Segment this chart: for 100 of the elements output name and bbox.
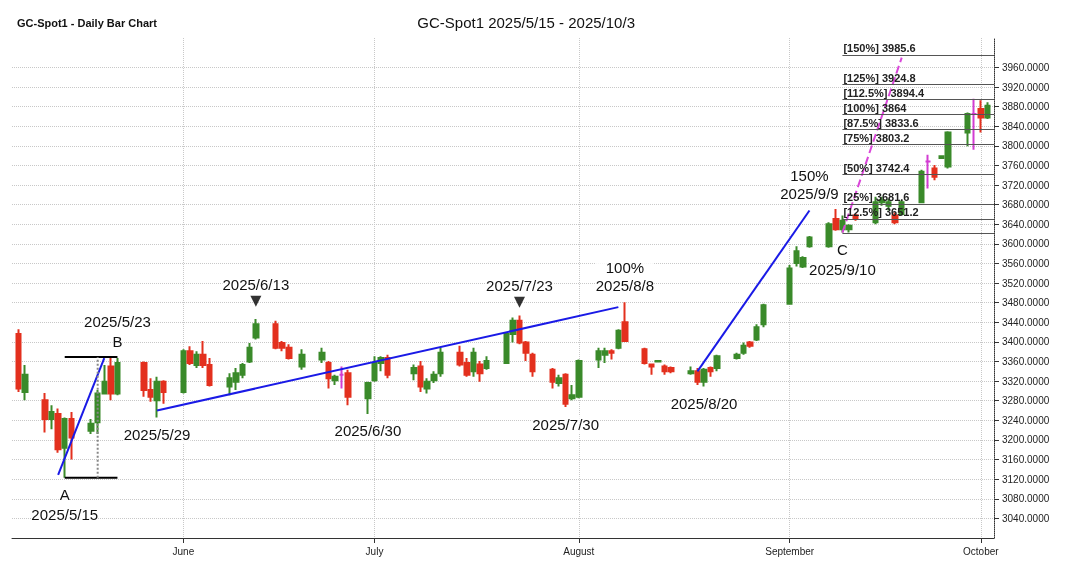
candlestick xyxy=(977,99,985,134)
annotation: B xyxy=(112,332,123,350)
candlestick xyxy=(562,372,569,409)
y-tick-label: 3480.0000 xyxy=(1002,297,1050,309)
ref-line-label: [112.5%] 3894.4 xyxy=(843,87,926,100)
candlestick xyxy=(430,370,438,385)
ref-line-label: [125%] 3924.8 xyxy=(843,72,916,85)
y-tick-label: 3760.0000 xyxy=(1002,159,1050,171)
candlestick xyxy=(437,346,444,378)
annotation: 2025/5/15 xyxy=(31,506,99,524)
x-tick-label: October xyxy=(963,545,1000,557)
annotation: 2025/9/10 xyxy=(809,261,876,279)
candlestick xyxy=(654,359,662,364)
y-tick-label: 3840.0000 xyxy=(1002,120,1050,132)
annotation: 2025/5/23 xyxy=(84,312,151,330)
annotation: 2025/7/30 xyxy=(532,415,599,433)
chart-title: GC-Spot1 - Daily Bar Chart xyxy=(17,16,158,29)
y-tick-label: 3960.0000 xyxy=(1002,61,1050,73)
candlestick xyxy=(298,348,306,371)
ref-line-label: [25%] 3681.6 xyxy=(843,191,910,204)
ref-line-label: [100%] 3864 xyxy=(843,101,908,114)
chart-subtitle: GC-Spot1 2025/5/15 - 2025/10/3 xyxy=(417,14,635,31)
candlestick xyxy=(694,366,701,387)
y-tick-label: 3520.0000 xyxy=(1002,277,1050,289)
candlestick xyxy=(687,365,695,376)
x-tick-label: September xyxy=(765,545,815,557)
candlestick xyxy=(61,416,68,479)
candlestick xyxy=(753,323,760,342)
candlestick xyxy=(529,351,536,378)
annotation: 2025/5/29 xyxy=(123,425,191,443)
candlestick xyxy=(740,341,747,356)
candlestick xyxy=(193,350,200,369)
candlestick xyxy=(54,407,62,454)
candlestick xyxy=(549,366,556,390)
annotation: C xyxy=(836,241,848,259)
ref-line-label: [150%] 3985.6 xyxy=(843,42,916,55)
annotation: 150% 2025/9/9 xyxy=(780,167,839,203)
candlestick xyxy=(931,163,938,182)
candlestick xyxy=(621,301,629,342)
candlestick xyxy=(825,221,833,249)
candlestick xyxy=(186,345,194,366)
candlestick xyxy=(246,341,253,364)
candlestick xyxy=(48,404,55,431)
candlestick xyxy=(15,328,22,393)
candlestick xyxy=(252,317,260,341)
y-tick-label: 3720.0000 xyxy=(1002,179,1050,191)
candlestick xyxy=(746,339,754,349)
candlestick xyxy=(153,375,161,419)
candlestick xyxy=(384,353,391,380)
y-tick-label: 3800.0000 xyxy=(1002,140,1050,152)
candlestick xyxy=(806,235,813,249)
y-tick-label: 3440.0000 xyxy=(1002,316,1050,328)
candlestick xyxy=(707,365,714,378)
x-tick-label: August xyxy=(563,545,595,557)
candlestick xyxy=(114,357,121,397)
y-tick-label: 3280.0000 xyxy=(1002,395,1050,407)
candlestick xyxy=(107,355,115,402)
candlestick xyxy=(476,360,484,383)
candlestick xyxy=(918,168,925,204)
annotation: 2025/6/30 xyxy=(334,422,402,440)
y-tick-label: 3600.0000 xyxy=(1002,238,1050,250)
candlestick xyxy=(87,417,95,436)
candlestick xyxy=(180,348,187,395)
candlestick xyxy=(364,380,372,415)
y-tick-label: 3200.0000 xyxy=(1002,434,1050,446)
y-tick-label: 3360.0000 xyxy=(1002,356,1050,368)
candlestick xyxy=(964,111,971,148)
candlestick xyxy=(68,411,75,461)
annotation: A xyxy=(59,486,70,504)
y-tick-label: 3680.0000 xyxy=(1002,199,1050,211)
y-tick-label: 3080.0000 xyxy=(1002,493,1050,505)
ref-line-label: [87.5%] 3833.6 xyxy=(843,116,919,129)
candlestick xyxy=(984,101,991,120)
y-tick-label: 3880.0000 xyxy=(1002,101,1050,113)
candlestick xyxy=(555,373,563,388)
ref-line-label: [50%] 3742.4 xyxy=(843,161,911,174)
y-tick-label: 3560.0000 xyxy=(1002,257,1050,269)
candlestick xyxy=(713,353,721,373)
y-tick-label: 3920.0000 xyxy=(1002,81,1050,93)
x-tick-label: July xyxy=(365,545,384,557)
annotation: 2025/7/23 xyxy=(486,276,553,294)
candlestick xyxy=(786,263,793,305)
candlestick xyxy=(41,391,49,434)
candlestick xyxy=(318,346,326,364)
annotation: 2025/6/13 xyxy=(222,275,290,293)
candlestick xyxy=(344,368,352,407)
candlestick xyxy=(924,153,932,190)
annotation: 100% 2025/8/8 xyxy=(595,258,655,294)
y-tick-label: 3240.0000 xyxy=(1002,414,1050,426)
y-tick-label: 3120.0000 xyxy=(1002,473,1050,485)
candlestick xyxy=(21,363,29,402)
candlestick xyxy=(331,373,339,387)
annotation: 2025/8/20 xyxy=(670,395,738,413)
ref-line-label: [75%] 3803.2 xyxy=(843,131,910,144)
candlestick xyxy=(483,355,490,371)
y-tick-label: 3640.0000 xyxy=(1002,218,1050,230)
candlestick xyxy=(700,366,708,388)
y-tick-label: 3400.0000 xyxy=(1002,336,1050,348)
y-tick-label: 3040.0000 xyxy=(1002,512,1050,524)
candlestick xyxy=(760,302,767,329)
